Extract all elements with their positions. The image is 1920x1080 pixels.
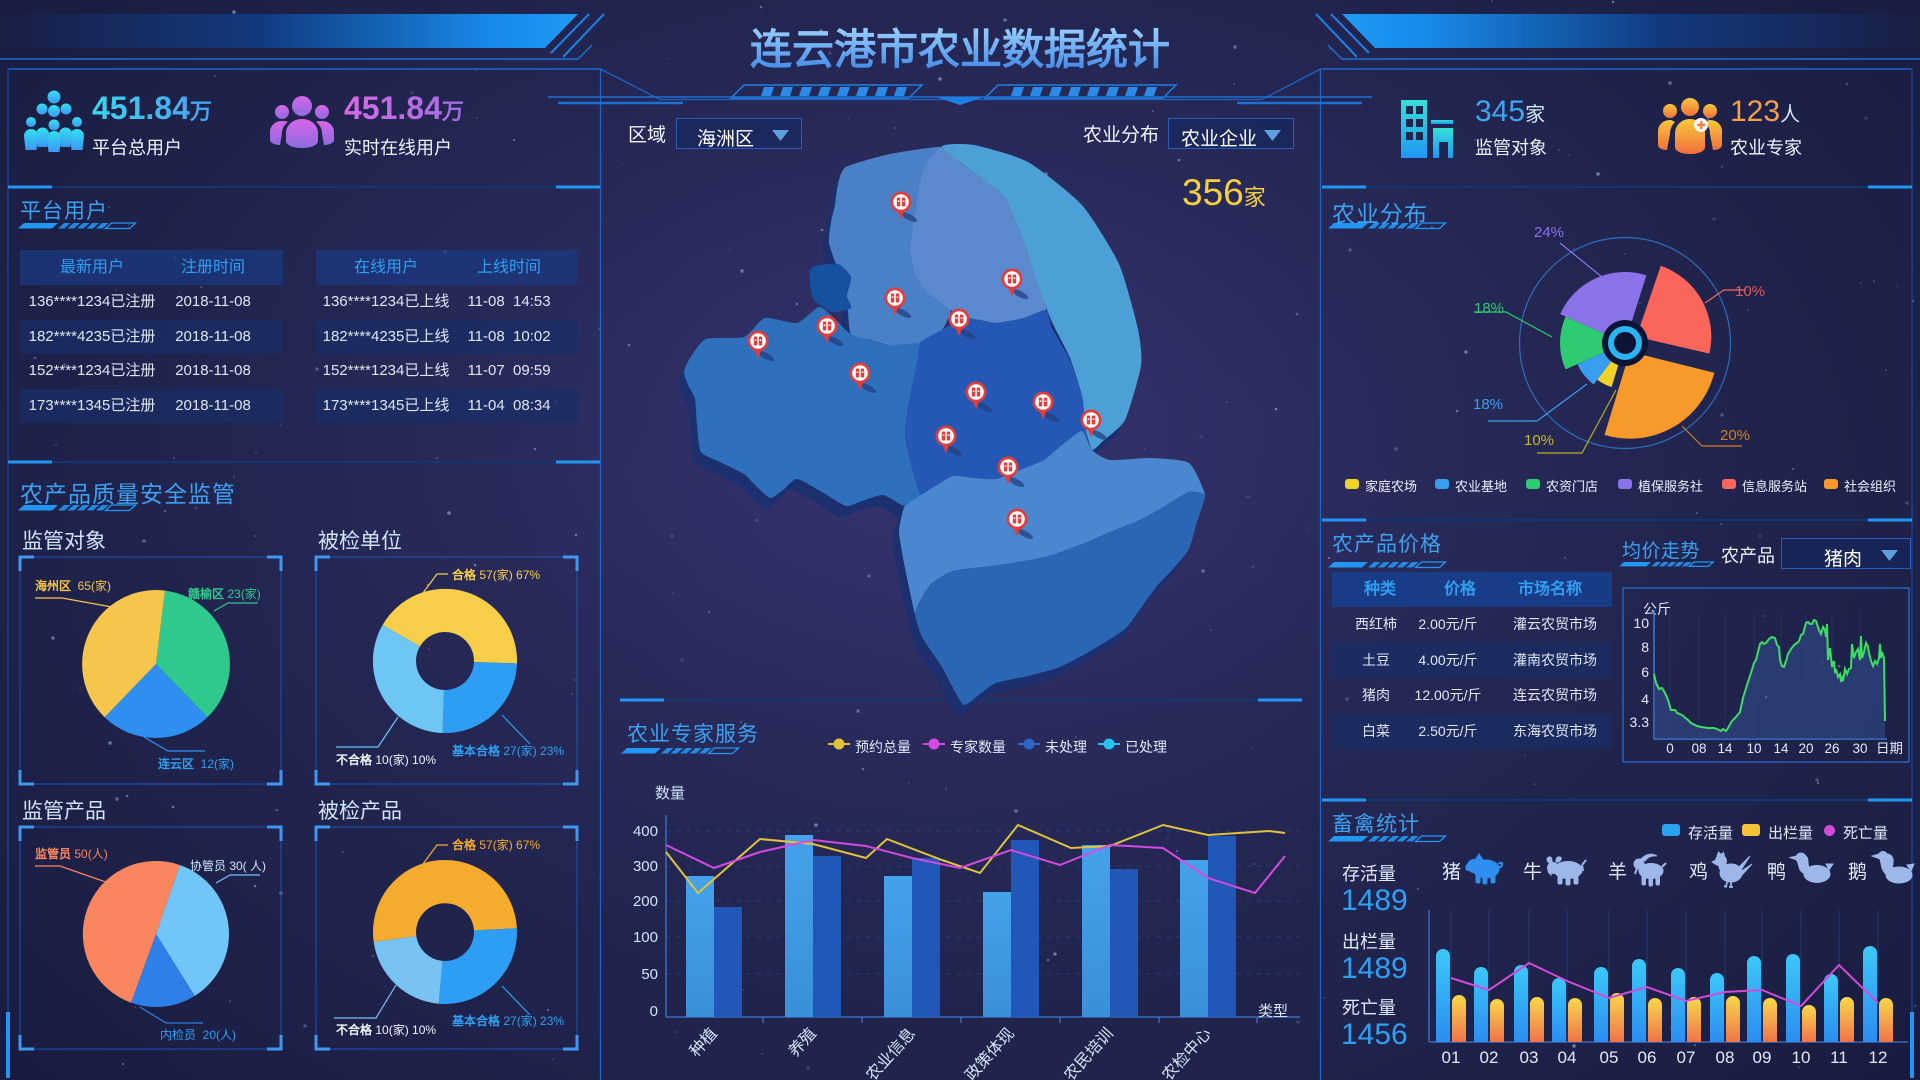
svg-text:05: 05 [1600,1048,1619,1067]
svg-text:0: 0 [650,1003,658,1020]
svg-text:4: 4 [1641,691,1649,707]
svg-text:50: 50 [641,966,658,983]
svg-text:数量: 数量 [655,785,685,802]
svg-text:12: 12 [1869,1048,1888,1067]
svg-text:300: 300 [633,858,658,875]
svg-text:08: 08 [1716,1048,1735,1067]
svg-text:养殖: 养殖 [785,1025,820,1061]
svg-text:种植: 种植 [686,1025,721,1061]
svg-text:农业信息: 农业信息 [863,1025,919,1080]
svg-text:200: 200 [633,893,658,910]
svg-text:07: 07 [1677,1048,1696,1067]
svg-text:农民培训: 农民培训 [1061,1025,1117,1080]
svg-text:10: 10 [1746,741,1761,756]
svg-text:0: 0 [1666,741,1674,756]
svg-text:日期: 日期 [1876,741,1903,756]
svg-text:公斤: 公斤 [1643,601,1671,617]
svg-text:01: 01 [1442,1048,1461,1067]
svg-text:03: 03 [1520,1048,1539,1067]
svg-text:类型: 类型 [1258,1003,1288,1020]
svg-text:农检中心: 农检中心 [1159,1025,1215,1080]
svg-text:11: 11 [1830,1048,1848,1067]
svg-text:08: 08 [1691,741,1706,756]
svg-text:09: 09 [1753,1048,1772,1067]
svg-text:8: 8 [1641,639,1649,655]
svg-text:政策体现: 政策体现 [962,1025,1018,1080]
svg-text:06: 06 [1638,1048,1657,1067]
svg-text:14: 14 [1773,741,1789,756]
svg-text:3.3: 3.3 [1630,714,1650,730]
svg-text:400: 400 [633,823,658,840]
svg-text:10: 10 [1792,1048,1811,1067]
svg-text:02: 02 [1480,1048,1499,1067]
svg-text:30: 30 [1852,741,1867,756]
svg-text:20: 20 [1798,741,1813,756]
svg-text:14: 14 [1717,741,1733,756]
svg-text:04: 04 [1558,1048,1577,1067]
svg-text:26: 26 [1824,741,1839,756]
svg-text:100: 100 [633,929,658,946]
svg-text:10: 10 [1633,615,1649,631]
svg-text:6: 6 [1641,664,1649,680]
